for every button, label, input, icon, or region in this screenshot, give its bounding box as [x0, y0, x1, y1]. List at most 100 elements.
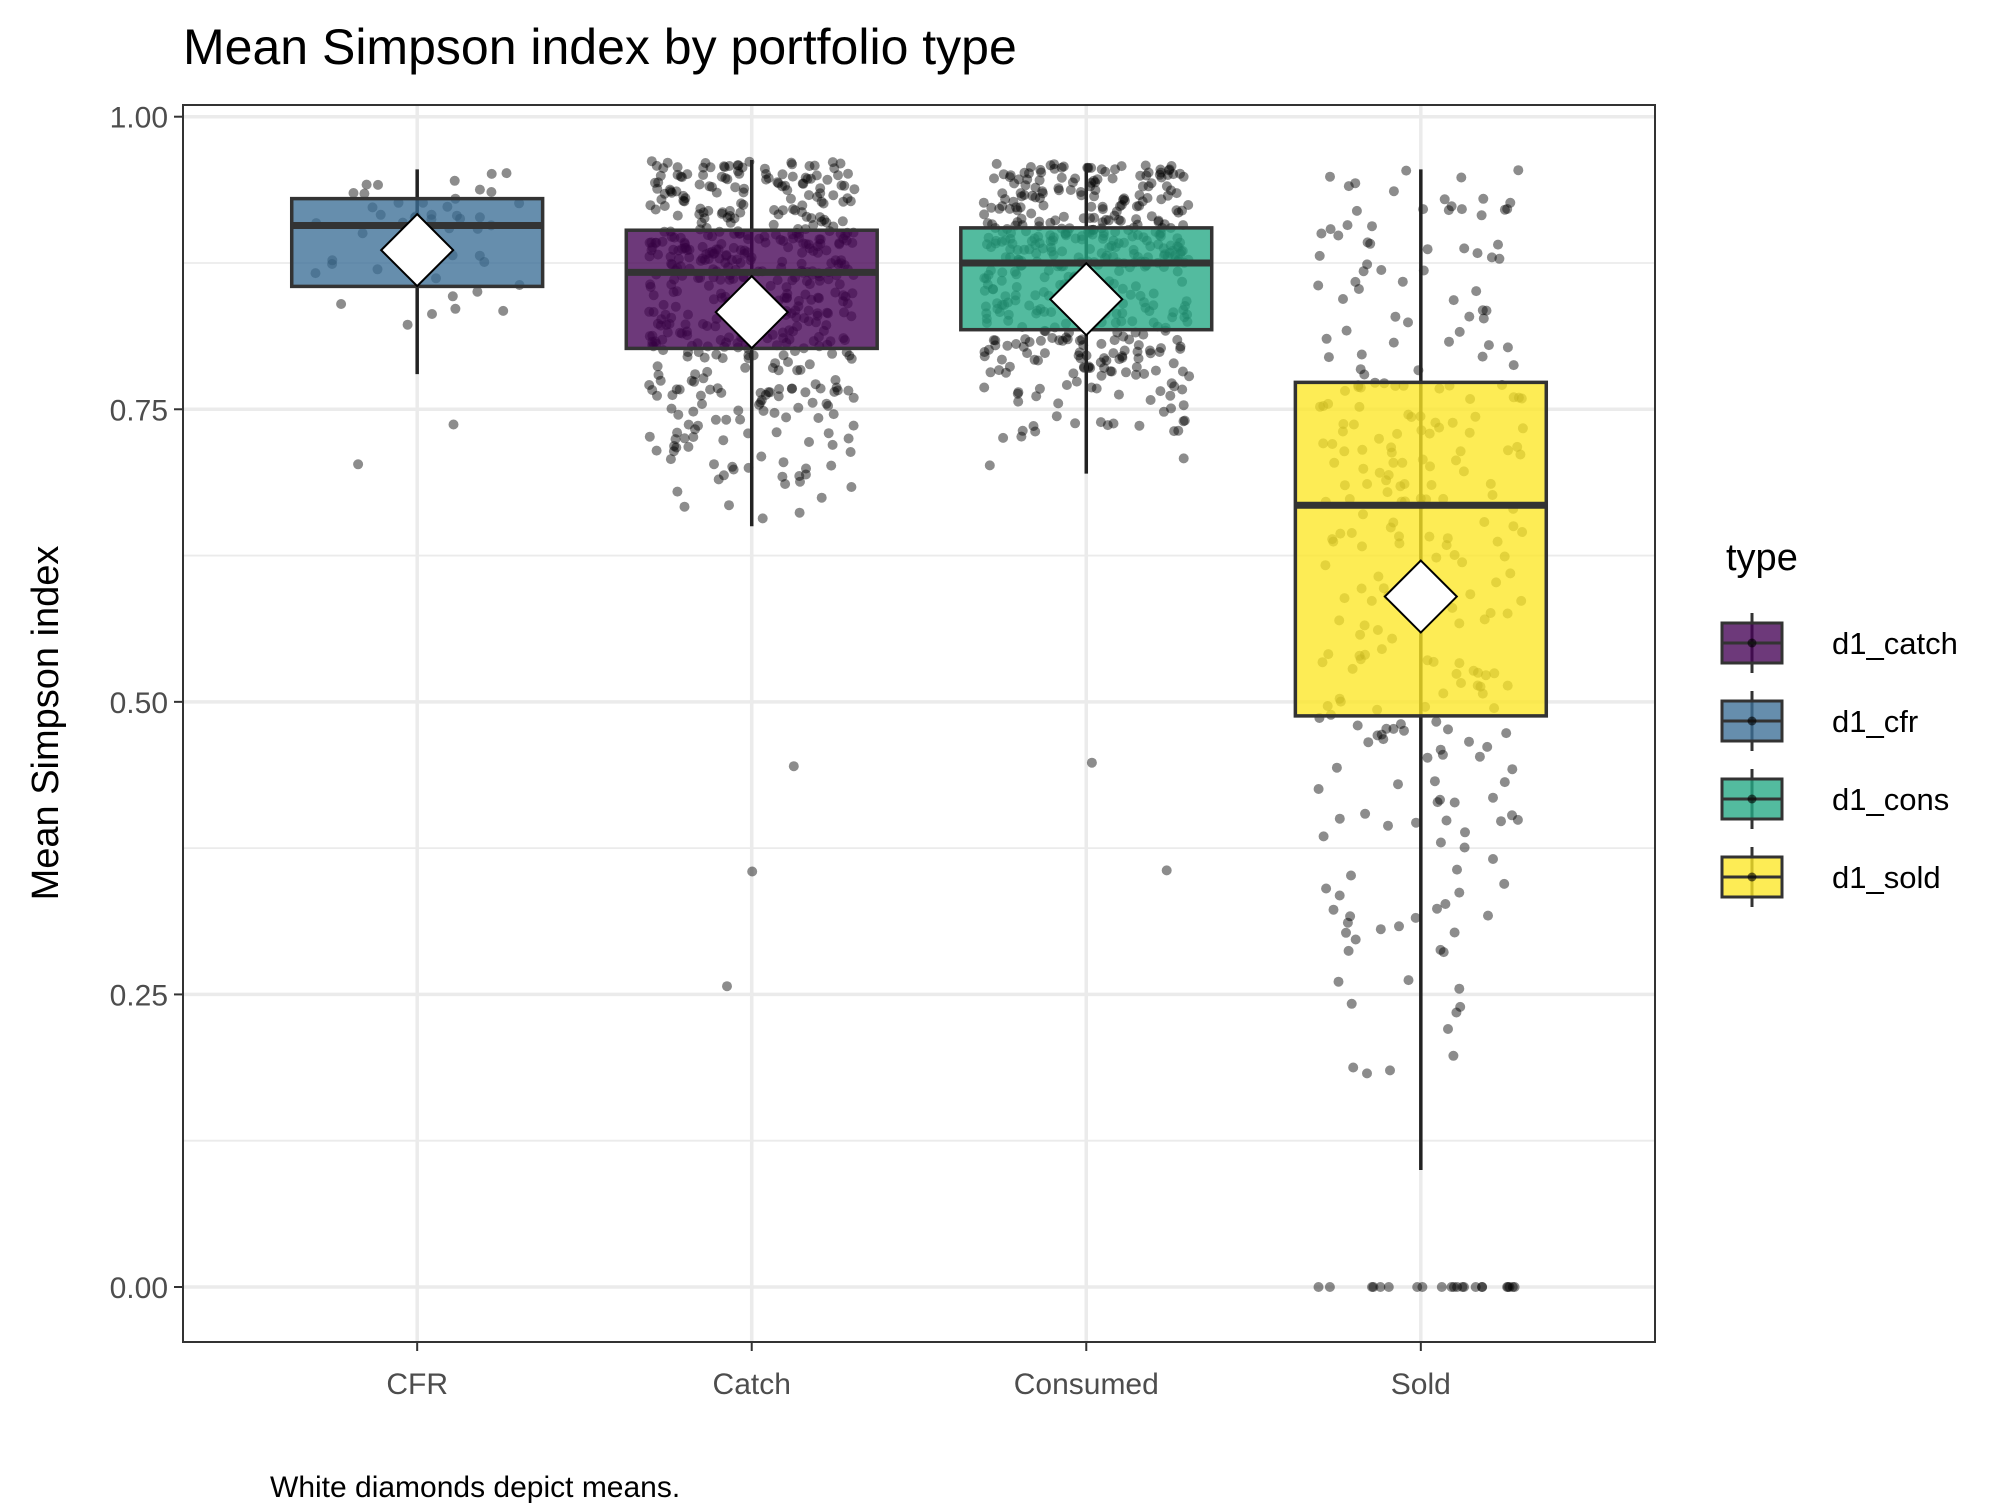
- data-point: [1171, 188, 1182, 199]
- plot-panel-border: [182, 104, 1656, 1343]
- data-point: [1169, 426, 1180, 437]
- data-point: [826, 460, 837, 471]
- data-point: [1110, 164, 1120, 175]
- data-point: [1145, 348, 1156, 359]
- data-point: [1345, 911, 1356, 922]
- data-point: [1395, 719, 1406, 730]
- data-point: [1089, 212, 1100, 223]
- data-point: [783, 357, 793, 367]
- x-tick-label: Consumed: [1014, 1368, 1159, 1401]
- data-point: [1477, 1282, 1488, 1292]
- data-point: [690, 369, 701, 380]
- data-point: [664, 184, 675, 195]
- data-point: [1054, 185, 1064, 196]
- data-point: [1512, 814, 1523, 825]
- data-point: [1050, 215, 1061, 226]
- data-point: [835, 158, 846, 169]
- y-tick-label: 0.50: [110, 687, 168, 720]
- data-point: [788, 761, 799, 772]
- data-point: [1503, 1282, 1513, 1292]
- legend-item-d1_catch: d1_catch: [1720, 613, 1958, 673]
- data-point: [1132, 346, 1143, 357]
- data-point: [735, 207, 746, 218]
- data-point: [1154, 347, 1165, 357]
- data-point: [724, 161, 735, 171]
- data-point: [1101, 355, 1112, 366]
- data-point: [1099, 362, 1110, 373]
- data-point: [1116, 161, 1127, 172]
- data-point: [1088, 175, 1099, 186]
- data-point: [1119, 193, 1130, 204]
- data-point: [1478, 193, 1489, 204]
- data-point: [1502, 1282, 1513, 1292]
- data-point: [1513, 165, 1524, 176]
- data-point: [780, 479, 791, 489]
- data-point: [754, 399, 764, 410]
- data-point: [1134, 200, 1145, 211]
- data-point: [448, 419, 459, 430]
- data-point: [1153, 215, 1164, 226]
- data-point: [761, 169, 771, 179]
- data-point: [1091, 383, 1102, 394]
- data-point: [1166, 378, 1177, 389]
- data-point: [716, 387, 727, 398]
- data-point: [829, 386, 840, 397]
- data-point: [737, 162, 748, 173]
- data-point: [450, 303, 461, 314]
- data-point: [801, 211, 812, 222]
- data-point: [1351, 205, 1362, 216]
- data-point: [1471, 286, 1482, 297]
- data-point: [693, 420, 703, 431]
- data-point: [1004, 361, 1015, 372]
- data-point: [990, 340, 1001, 351]
- data-point: [984, 460, 995, 471]
- data-point: [644, 431, 655, 442]
- data-point: [1004, 203, 1015, 214]
- data-point: [777, 181, 788, 192]
- data-point: [763, 173, 774, 184]
- data-point: [1352, 720, 1363, 731]
- data-point: [1179, 415, 1190, 426]
- data-point: [688, 406, 699, 417]
- data-point: [1486, 252, 1497, 263]
- data-point: [712, 383, 723, 394]
- data-point: [1499, 777, 1510, 788]
- data-point: [699, 352, 710, 363]
- data-point: [718, 470, 729, 481]
- data-point: [846, 353, 857, 364]
- data-point: [1440, 899, 1451, 909]
- data-point: [1140, 160, 1151, 171]
- data-point: [1155, 164, 1166, 175]
- data-point: [816, 216, 827, 227]
- data-point: [650, 204, 661, 215]
- data-point: [1137, 196, 1148, 207]
- data-point: [1472, 248, 1483, 259]
- data-point: [1001, 367, 1011, 378]
- data-point: [818, 198, 829, 209]
- data-point: [1096, 164, 1107, 175]
- data-point: [1086, 177, 1097, 188]
- data-point: [1478, 313, 1489, 324]
- data-point: [797, 200, 808, 211]
- data-point: [677, 172, 687, 183]
- data-point: [848, 392, 859, 403]
- data-point: [1045, 217, 1056, 228]
- data-point: [1009, 178, 1020, 189]
- data-point: [1019, 190, 1030, 200]
- data-point: [801, 463, 811, 474]
- data-point: [1432, 797, 1443, 808]
- data-point: [1464, 736, 1474, 747]
- data-point: [674, 384, 685, 395]
- data-point: [1443, 1024, 1453, 1034]
- data-point: [816, 492, 827, 503]
- data-point: [994, 203, 1005, 214]
- data-point: [1171, 205, 1182, 216]
- data-point: [800, 172, 811, 183]
- data-point: [1456, 204, 1467, 215]
- data-point: [427, 309, 437, 319]
- data-point: [650, 177, 660, 188]
- data-point: [1034, 193, 1045, 204]
- data-point: [1166, 185, 1176, 196]
- data-point: [705, 162, 716, 173]
- data-point: [671, 186, 682, 197]
